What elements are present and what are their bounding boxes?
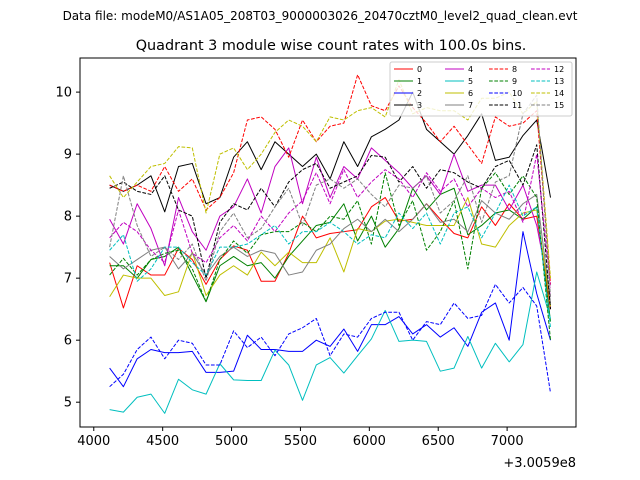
- x-tick-label: 4500: [146, 434, 179, 449]
- legend-label-5: 5: [468, 77, 473, 86]
- series-line-1: [109, 187, 552, 322]
- series-layer: [109, 74, 552, 414]
- legend-label-12: 12: [554, 65, 564, 74]
- legend-label-1: 1: [417, 77, 422, 86]
- plot-frame: [79, 57, 577, 428]
- legend-frame: [389, 61, 573, 117]
- legend-label-9: 9: [512, 77, 517, 86]
- legend-label-13: 13: [554, 77, 564, 86]
- chart-title: Quadrant 3 module wise count rates with …: [136, 38, 527, 54]
- series-line-10: [109, 283, 552, 393]
- x-tick-label: 7000: [491, 434, 524, 449]
- x-axis: 4000 4500 5000 5500 6000 6500 7000: [77, 427, 524, 449]
- series-line-11: [109, 144, 552, 310]
- y-tick-label: 10: [55, 86, 72, 101]
- legend-label-8: 8: [512, 65, 517, 74]
- legend-label-15: 15: [554, 101, 564, 110]
- series-line-15: [109, 94, 552, 297]
- legend-label-4: 4: [468, 65, 473, 74]
- series-line-6: [109, 197, 552, 307]
- series-line-5: [109, 271, 551, 414]
- legend-label-10: 10: [512, 89, 522, 98]
- x-tick-label: 4000: [77, 434, 110, 449]
- x-tick-label: 6000: [353, 434, 386, 449]
- series-line-7: [109, 193, 552, 304]
- series-line-12: [109, 153, 552, 288]
- legend-label-11: 11: [512, 101, 522, 110]
- data-file-header: Data file: modeM0/AS1A05_208T03_90000030…: [63, 9, 578, 23]
- y-tick-label: 7: [64, 272, 72, 287]
- x-offset-label: +3.0059e8: [503, 456, 576, 471]
- x-tick-label: 5000: [215, 434, 248, 449]
- series-line-13: [109, 184, 552, 328]
- series-line-8: [109, 74, 552, 285]
- legend-label-3: 3: [417, 101, 422, 110]
- legend-label-0: 0: [417, 65, 422, 74]
- y-tick-label: 5: [64, 396, 72, 411]
- series-line-9: [109, 172, 552, 341]
- series-line-4: [109, 147, 552, 297]
- y-tick-label: 9: [64, 148, 72, 163]
- y-tick-label: 8: [64, 210, 72, 225]
- x-tick-label: 5500: [284, 434, 317, 449]
- y-axis: 5 6 7 8 9 10: [55, 86, 80, 411]
- legend-label-14: 14: [554, 89, 564, 98]
- series-line-2: [109, 231, 551, 388]
- legend-label-2: 2: [417, 89, 422, 98]
- legend-label-7: 7: [468, 101, 473, 110]
- x-tick-label: 6500: [422, 434, 455, 449]
- legend-label-6: 6: [468, 89, 473, 98]
- y-tick-label: 6: [64, 334, 72, 349]
